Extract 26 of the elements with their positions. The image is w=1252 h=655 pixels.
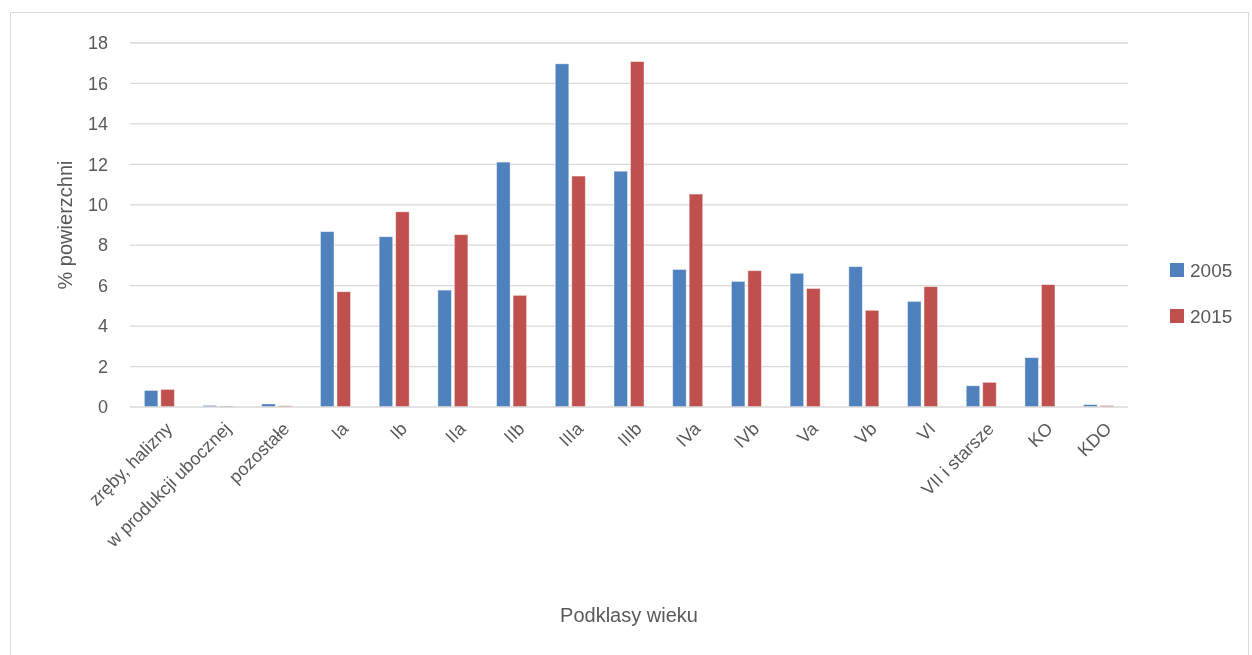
y-tick-label: 4: [97, 316, 108, 337]
x-tick-label: Ib: [386, 418, 411, 444]
x-tick-label: Vb: [850, 418, 881, 449]
y-tick-label: 16: [87, 73, 108, 94]
x-tick-label: Va: [793, 417, 823, 448]
x-tick-label: IVa: [672, 417, 706, 451]
y-axis-title: % powierzchni: [54, 160, 76, 290]
x-tick-label: IIIb: [613, 418, 646, 451]
x-axis-title: Podklasy wieku: [560, 604, 698, 626]
x-tick-label: IIIa: [555, 417, 588, 451]
x-tick-label: IIa: [441, 417, 471, 447]
x-tick-label: VI: [913, 418, 940, 445]
y-tick-label: 8: [97, 235, 108, 256]
y-tick-label: 12: [87, 154, 108, 175]
x-tick-label: Ia: [327, 417, 353, 444]
y-tick-label: 0: [97, 397, 108, 418]
y-tick-label: 10: [87, 195, 108, 216]
legend-label: 2005: [1190, 259, 1233, 281]
y-tick-label: 2: [97, 356, 108, 377]
y-tick-label: 14: [87, 114, 108, 135]
x-tick-label: IVb: [729, 418, 764, 452]
y-tick-label: 6: [97, 275, 108, 296]
y-tick-label: 18: [87, 33, 108, 54]
legend-label: 2015: [1190, 305, 1233, 327]
x-tick-label: KO: [1024, 418, 1057, 452]
x-tick-label: IIb: [500, 418, 529, 447]
